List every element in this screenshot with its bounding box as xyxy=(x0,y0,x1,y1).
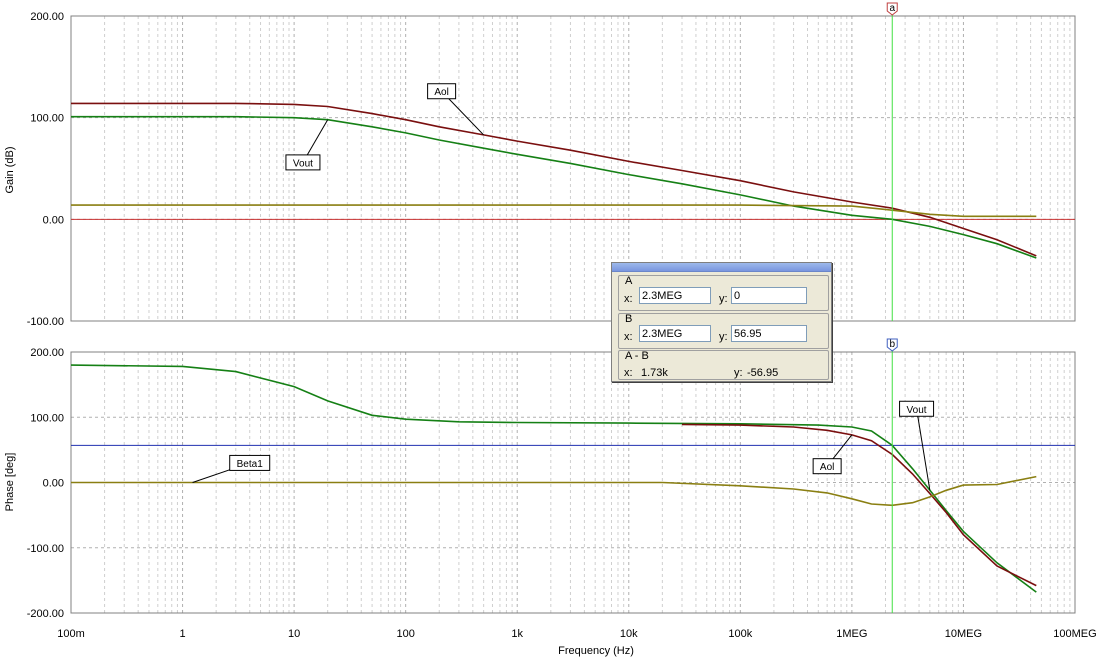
series-callout-box xyxy=(899,400,935,417)
y-tick-label: -200.00 xyxy=(27,608,64,620)
cursor-b-y-field[interactable]: 56.95 xyxy=(731,325,807,342)
y-tick-label: 0.00 xyxy=(43,478,64,490)
series-callout-box xyxy=(285,154,321,171)
plot-area xyxy=(71,16,1075,321)
phase-axis-label: Phase [deg] xyxy=(4,453,16,512)
series-line-beta1 xyxy=(71,475,1037,507)
y-tick-label: 100.00 xyxy=(30,113,64,125)
x-tick-label: 10k xyxy=(620,628,638,640)
x-tick-label: 100k xyxy=(728,628,752,640)
x-tick-label: 1 xyxy=(179,628,185,640)
series-callout-label: Vout xyxy=(293,158,313,169)
cursor-b-group: B x: 2.3MEG y: 56.95 xyxy=(618,313,829,349)
series-callout-label: Vout xyxy=(907,405,927,416)
cursor-diff-x-label: x: xyxy=(624,367,633,379)
series-callout-box xyxy=(229,454,271,471)
cursor-a-title: A xyxy=(625,275,633,287)
series-callout-label: Aol xyxy=(434,87,448,98)
cursor-marker-tag[interactable] xyxy=(886,2,898,16)
series-line-aol xyxy=(71,102,1037,257)
cursor-marker-tag-label: a xyxy=(889,3,895,14)
frequency-axis-label: Frequency (Hz) xyxy=(558,645,634,657)
x-tick-label: 10MEG xyxy=(945,628,982,640)
cursor-b-y-label: y: xyxy=(719,331,728,343)
cursor-diff-y-label: y: xyxy=(734,367,743,379)
cursor-a-group: A x: 2.3MEG y: 0 xyxy=(618,275,829,311)
cursor-marker-tag[interactable] xyxy=(886,338,898,352)
y-tick-label: -100.00 xyxy=(27,316,64,328)
y-tick-label: 100.00 xyxy=(30,412,64,424)
panel-gain: 200.00 100.00 0.00 -100.00 a Aol Vout xyxy=(27,2,1076,328)
y-tick-label: 200.00 xyxy=(30,11,64,23)
series-callout-box xyxy=(427,83,457,100)
gain-axis-label: Gain (dB) xyxy=(4,146,16,193)
cursor-a-y-label: y: xyxy=(719,293,728,305)
cursor-a-y-field[interactable]: 0 xyxy=(731,287,807,304)
cursor-b-title: B xyxy=(625,313,633,325)
x-tick-label: 100m xyxy=(57,628,85,640)
x-tick-label: 100 xyxy=(396,628,414,640)
x-tick-label: 10 xyxy=(288,628,300,640)
cursor-diff-x-value: 1.73k xyxy=(641,367,668,379)
cursor-a-x-label: x: xyxy=(624,293,633,305)
cursor-diff-group: A - B x: 1.73k y: -56.95 xyxy=(618,350,829,380)
series-callout-label: Aol xyxy=(820,462,834,473)
x-tick-label: 1k xyxy=(511,628,523,640)
cursor-marker-tag-label: b xyxy=(889,339,895,350)
y-tick-label: -100.00 xyxy=(27,543,64,555)
cursor-a-x-field[interactable]: 2.3MEG xyxy=(639,287,711,304)
series-line-vout xyxy=(71,115,1037,259)
series-line-vout xyxy=(70,364,1037,593)
series-callout-label: Beta1 xyxy=(237,459,264,470)
cursor-diff-y-value: -56.95 xyxy=(747,367,779,379)
series-line-beta xyxy=(71,204,1037,218)
y-tick-label: 0.00 xyxy=(43,214,64,226)
y-tick-label: 200.00 xyxy=(30,347,64,359)
x-tick-label: 1MEG xyxy=(836,628,867,640)
cursor-b-x-label: x: xyxy=(624,331,633,343)
cursor-b-x-field[interactable]: 2.3MEG xyxy=(639,325,711,342)
series-callout-box xyxy=(812,458,842,475)
plot-frame xyxy=(70,15,1076,322)
cursor-panel-titlebar[interactable] xyxy=(612,263,831,272)
x-tick-label: 100MEG xyxy=(1053,628,1096,640)
label-arrow xyxy=(916,408,931,491)
cursor-readout-panel[interactable]: A x: 2.3MEG y: 0 B x: 2.3MEG y: 56.95 A … xyxy=(611,262,832,382)
panel-phase: 200.00 100.00 0.00 -100.00 -200.00 100m 1 10 100… xyxy=(27,338,1097,640)
cursor-diff-title: A - B xyxy=(625,350,649,362)
